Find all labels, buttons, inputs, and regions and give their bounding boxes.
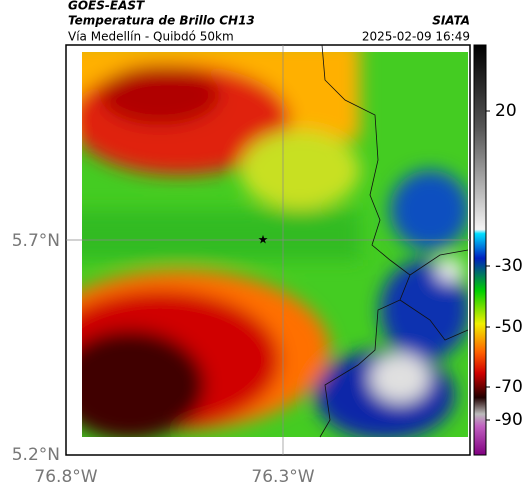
- blue-1: [390, 170, 468, 250]
- lat-label: 5.2°N: [12, 445, 60, 465]
- boundary: [319, 44, 411, 438]
- lon-label: 76.8°W: [34, 467, 97, 487]
- blue-2: [380, 260, 468, 360]
- dark-blob: [100, 65, 220, 125]
- colorbar-label: -70: [495, 377, 523, 397]
- colorbar-ticks: 20 -30 -50 -70 -90: [486, 101, 523, 430]
- subtitle: Vía Medellín - Quibdó 50km: [68, 30, 234, 44]
- colorbar-label: -90: [495, 410, 523, 430]
- boundary: [399, 249, 469, 341]
- title: Temperatura de Brillo CH13: [68, 14, 255, 28]
- white-2: [436, 258, 464, 282]
- white-1: [370, 353, 430, 403]
- map-field: [82, 52, 468, 437]
- colorbar-label: -30: [495, 256, 523, 276]
- lat-label: 5.7°N: [12, 231, 60, 251]
- colorbar-label: -50: [495, 317, 523, 337]
- location-star: ★: [258, 233, 269, 247]
- colorbar: [473, 44, 487, 456]
- green-band: [82, 210, 360, 260]
- timestamp: 2025-02-09 16:49: [362, 30, 470, 44]
- source: GOES-EAST: [68, 0, 145, 13]
- cold-top: [82, 330, 205, 437]
- yellow-blob: [240, 130, 360, 210]
- colorbar-label: 20: [495, 101, 517, 121]
- brand: SIATA: [432, 14, 470, 28]
- lon-label: 76.3°W: [251, 467, 314, 487]
